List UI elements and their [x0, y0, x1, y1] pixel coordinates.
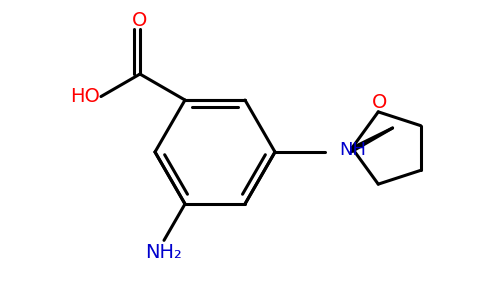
- Text: O: O: [372, 93, 387, 112]
- Text: HO: HO: [70, 87, 100, 106]
- Text: NH₂: NH₂: [146, 243, 182, 262]
- Text: NH: NH: [339, 141, 366, 159]
- Text: O: O: [132, 11, 148, 29]
